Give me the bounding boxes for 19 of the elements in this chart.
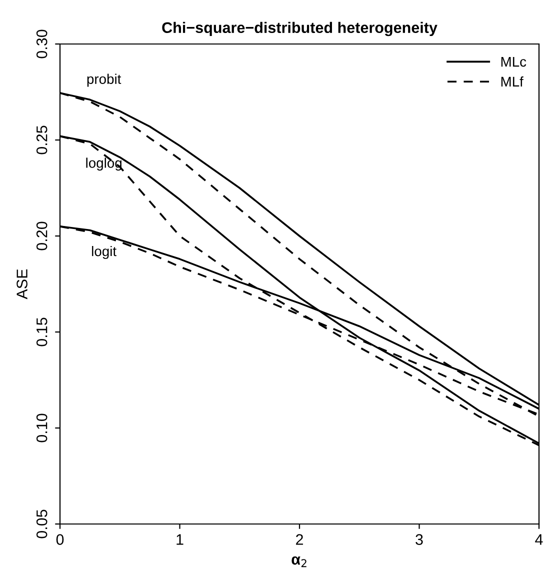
- x-tick-label: 2: [296, 534, 303, 545]
- chart-title: Chi−square−distributed heterogeneity: [162, 22, 438, 36]
- x-tick-label: 4: [535, 534, 543, 545]
- y-tick-label: 0.10: [36, 414, 48, 442]
- y-tick-label: 0.25: [36, 126, 48, 154]
- y-tick-label: 0.15: [36, 318, 48, 346]
- annotation: logit: [92, 246, 116, 259]
- annotation: probit: [87, 74, 122, 87]
- x-axis-title: α$_{2}$: [292, 556, 306, 568]
- annotation: loglog: [86, 158, 122, 171]
- x-tick-label: 1: [176, 534, 184, 545]
- y-tick-label: 0.30: [36, 30, 48, 58]
- y-tick-label: 0.20: [36, 222, 48, 250]
- x-tick-label: 0: [56, 534, 64, 545]
- legend-label: MLf: [501, 76, 524, 86]
- y-axis-title: ASE: [16, 269, 28, 300]
- x-tick-label: 3: [416, 534, 423, 545]
- legend-label: MLc: [501, 57, 526, 67]
- y-tick-label: 0.05: [36, 510, 48, 538]
